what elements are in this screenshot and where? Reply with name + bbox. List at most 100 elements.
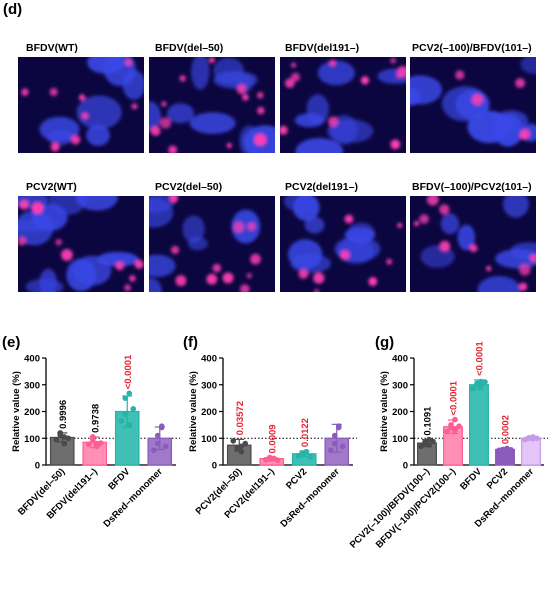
p-value-label: 0.03572 [235, 401, 246, 435]
p-value-label: <0.0001 [123, 354, 134, 389]
p-value-label: 0.1091 [423, 406, 434, 436]
micrograph-1 [18, 57, 144, 153]
data-point [470, 385, 476, 392]
data-point [452, 416, 458, 423]
p-value-label: 0.0122 [300, 418, 311, 447]
y-axis-label: Relative value (%) [379, 371, 390, 452]
p-value-label: 0.9738 [90, 404, 101, 433]
data-point [452, 427, 458, 434]
image-label-2: BFDV(del–50) [155, 42, 224, 54]
y-tick-label: 400 [24, 354, 40, 365]
data-point [274, 457, 281, 463]
y-tick-label: 100 [201, 434, 217, 445]
image-label-5: PCV2(WT) [26, 181, 77, 193]
panel-letter-g: (g) [375, 334, 394, 351]
data-point [307, 454, 314, 460]
data-point [61, 440, 68, 447]
p-value-label: 0.0009 [267, 424, 278, 453]
data-point [331, 440, 338, 447]
data-point [122, 395, 129, 401]
data-point [426, 442, 432, 448]
panel-letter-d: (d) [3, 1, 23, 18]
image-label-4: PCV2(–100)/BFDV(101–) [412, 42, 532, 54]
data-point [150, 447, 157, 454]
data-point [89, 434, 96, 440]
y-tick-label: 100 [24, 434, 40, 445]
y-tick-label: 100 [392, 434, 408, 445]
data-point [448, 424, 454, 431]
data-point [482, 379, 488, 385]
y-tick-label: 400 [201, 354, 217, 365]
data-point [303, 449, 310, 455]
micrograph-6 [149, 196, 275, 292]
y-tick-label: 300 [392, 380, 408, 391]
data-point [97, 440, 104, 446]
data-point [299, 452, 306, 458]
data-point [430, 438, 436, 445]
category-label: DsRed–monomer [101, 466, 165, 530]
data-point [234, 444, 241, 451]
data-point [122, 411, 129, 417]
data-point [242, 440, 249, 447]
data-point [118, 418, 125, 424]
data-point [57, 430, 64, 436]
data-point [327, 447, 334, 454]
image-label-7: PCV2(del191–) [285, 181, 358, 193]
category-label: PCV2 [284, 466, 309, 491]
micrograph-8 [410, 196, 536, 292]
data-point [238, 448, 245, 455]
data-point [418, 443, 424, 450]
p-value-label: <0.0001 [475, 341, 486, 376]
data-point [162, 443, 169, 450]
micrograph-2 [149, 57, 275, 153]
data-point [154, 432, 161, 439]
data-point [130, 406, 137, 412]
y-tick-label: 0 [35, 461, 40, 472]
data-point [53, 436, 60, 443]
y-tick-label: 200 [201, 407, 217, 418]
data-point [158, 424, 165, 431]
y-tick-label: 0 [212, 461, 217, 472]
data-point [126, 422, 133, 428]
data-point [444, 428, 450, 435]
micrograph-7 [280, 196, 406, 292]
image-label-8: BFDV(–100)/PCV2(101–) [412, 181, 532, 193]
y-tick-label: 0 [403, 461, 408, 472]
category-label: BFDV [458, 466, 485, 493]
data-point [508, 446, 514, 453]
y-tick-label: 200 [392, 407, 408, 418]
y-axis-label: Relative value (%) [188, 371, 199, 452]
category-label: BFDV [106, 466, 133, 493]
image-label-3: BFDV(del191–) [285, 42, 360, 54]
p-value-label: 0.9996 [58, 400, 69, 429]
data-point [339, 443, 346, 450]
data-point [456, 423, 462, 430]
data-point [154, 440, 161, 447]
data-point [478, 383, 484, 389]
data-point [335, 424, 342, 431]
micrograph-4 [410, 57, 536, 153]
y-tick-label: 300 [201, 380, 217, 391]
data-point [474, 380, 480, 387]
image-label-1: BFDV(WT) [26, 42, 78, 54]
image-label-6: PCV2(del–50) [155, 181, 223, 193]
panel-letter-e: (e) [2, 334, 20, 351]
y-tick-label: 400 [392, 354, 408, 365]
panel-letter-f: (f) [183, 334, 198, 351]
data-point [126, 390, 133, 397]
y-axis-label: Relative value (%) [11, 371, 22, 452]
bar [469, 384, 489, 466]
y-tick-label: 300 [24, 380, 40, 391]
p-value-label: <0.0001 [449, 380, 460, 415]
data-point [534, 435, 540, 442]
y-tick-label: 200 [24, 407, 40, 418]
data-point [331, 432, 338, 439]
category-label: DsRed–monomer [278, 466, 342, 530]
micrograph-3 [280, 57, 406, 153]
data-point [85, 441, 92, 447]
micrograph-5 [18, 196, 144, 292]
